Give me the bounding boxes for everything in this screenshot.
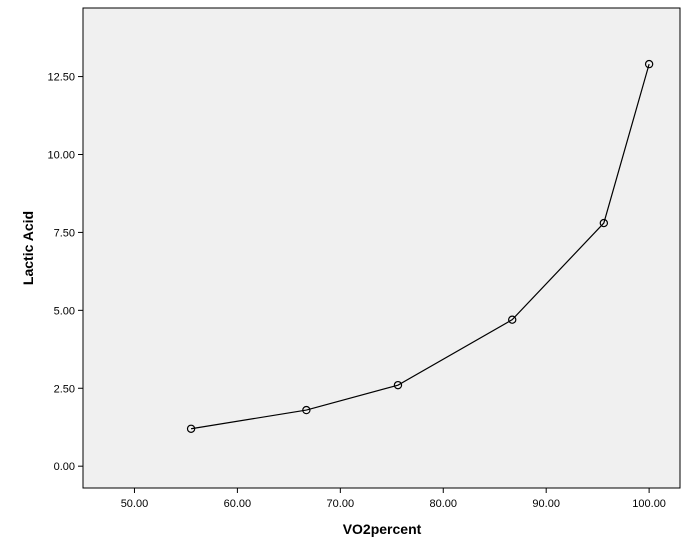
data-point [302, 405, 311, 415]
data-point [644, 59, 654, 69]
data-point [186, 424, 196, 433]
y-tick-label: 12.50 [47, 72, 75, 84]
series-layer [186, 59, 654, 433]
x-tick-label: 100.00 [632, 498, 666, 510]
x-tick-label: 50.00 [121, 498, 149, 510]
y-tick-label: 7.50 [54, 227, 75, 239]
x-axis-title: VO2percent [343, 521, 422, 537]
x-tick-label: 70.00 [327, 498, 355, 510]
x-tick-label: 80.00 [429, 498, 457, 510]
data-point [599, 218, 609, 228]
x-tick-label: 60.00 [224, 498, 252, 510]
y-tick-label: 5.00 [54, 305, 75, 317]
y-tick-label: 2.50 [54, 383, 75, 395]
x-tick-label: 90.00 [532, 498, 560, 510]
plot-area [82, 7, 681, 489]
y-tick-label: 0.00 [54, 461, 75, 473]
x-axis: 50.00 60.00 70.00 80.00 90.00 100.00 [121, 488, 666, 510]
y-axis-title: Lactic Acid [20, 211, 36, 285]
data-point [393, 380, 403, 390]
y-axis: 0.00 2.50 5.00 7.50 10.00 12.50 [47, 72, 83, 473]
series-line [190, 63, 650, 430]
y-tick-label: 10.00 [47, 149, 75, 161]
data-point [508, 315, 517, 324]
